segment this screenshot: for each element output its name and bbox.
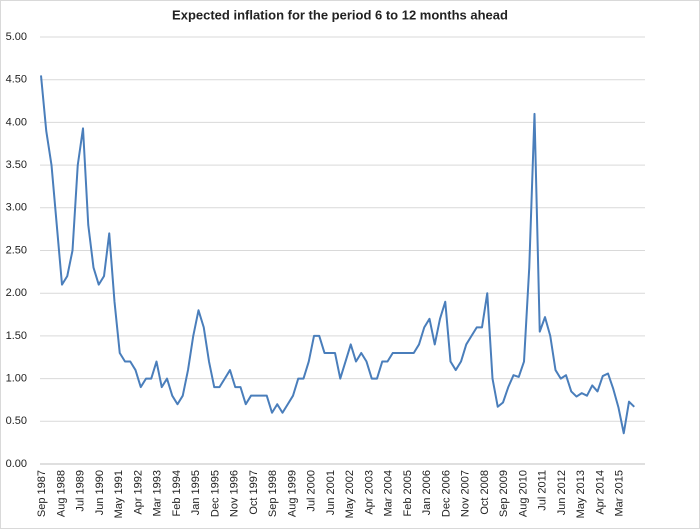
x-tick-label: Jul 2000 [306,470,318,512]
x-tick-label: Sep 1987 [36,470,48,517]
x-tick-label: Mar 1993 [152,470,164,516]
chart-title: Expected inflation for the period 6 to 1… [172,7,508,22]
x-tick-label: Sep 2009 [498,470,510,517]
x-tick-label: Aug 1988 [55,470,67,517]
x-tick-label: Aug 2010 [517,470,529,517]
x-tick-label: Jun 1990 [94,470,106,515]
y-tick-label: 1.00 [6,373,27,385]
x-tick-label: Jul 2011 [537,470,549,511]
y-tick-label: 2.50 [6,244,27,256]
x-tick-label: Aug 1999 [286,470,298,517]
x-tick-label: Nov 1996 [229,470,241,517]
y-tick-label: 4.00 [6,116,27,128]
x-tick-label: Jan 2006 [421,470,433,515]
x-tick-label: Nov 2007 [460,470,472,517]
x-tick-label: Jul 1989 [75,470,87,512]
y-tick-label: 4.50 [6,74,27,86]
y-tick-label: 1.50 [6,330,27,342]
x-tick-label: Jan 1995 [190,470,202,515]
y-tick-label: 0.00 [6,458,27,470]
x-tick-label: Jun 2001 [325,470,337,515]
x-tick-label: Sep 1998 [267,470,279,517]
y-tick-label: 0.50 [6,415,27,427]
x-tick-label: Apr 1992 [132,470,144,515]
x-tick-label: Oct 1997 [248,470,260,515]
x-tick-label: Dec 1995 [209,470,221,517]
x-tick-label: May 1991 [113,470,125,518]
y-tick-label: 5.00 [6,31,27,43]
x-tick-label: Jun 2012 [556,470,568,515]
x-tick-label: Apr 2003 [363,470,375,515]
x-tick-label: Dec 2006 [440,470,452,517]
line-series [40,75,635,435]
y-tick-label: 2.00 [6,287,27,299]
x-tick-label: May 2013 [575,470,587,518]
x-tick-label: Oct 2008 [479,470,491,515]
x-tick-label: Mar 2004 [383,470,395,516]
x-tick-label: May 2002 [344,470,356,518]
x-tick-label: Apr 2014 [594,470,606,515]
x-tick-label: Mar 2015 [614,470,626,516]
x-tick-label: Feb 2005 [402,470,414,516]
y-tick-label: 3.50 [6,159,27,171]
x-tick-label: Feb 1994 [171,470,183,516]
y-tick-label: 3.00 [6,202,27,214]
